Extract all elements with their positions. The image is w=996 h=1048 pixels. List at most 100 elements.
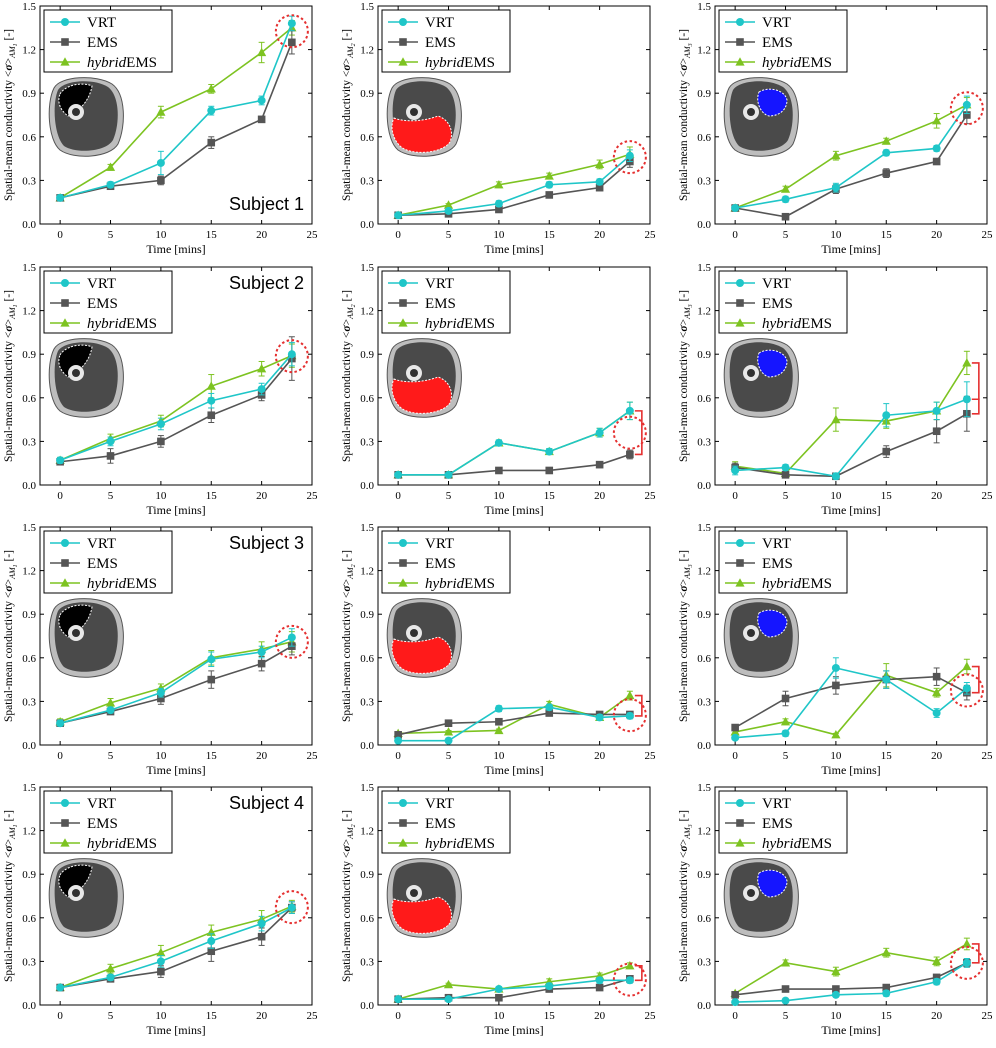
data-point-EMS — [932, 157, 941, 166]
data-point-hybridEMS — [105, 162, 116, 171]
muscle-region-highlight — [757, 349, 788, 378]
y-tick-label: 0.3 — [360, 436, 374, 448]
bone-marrow-icon — [747, 369, 755, 377]
data-point-VRT — [156, 158, 165, 167]
x-tick-label: 5 — [783, 490, 789, 502]
series-line-VRT — [735, 667, 968, 739]
y-axis-label: Spatial-mean conductivity <σ>AM3 [-] — [678, 550, 694, 722]
legend-marker-EMS — [736, 38, 744, 46]
y-tick-label: 0.0 — [22, 219, 36, 231]
data-point-EMS — [495, 466, 503, 475]
x-axis-label: Time [mins] — [821, 242, 880, 256]
x-tick-label: 5 — [446, 490, 452, 502]
plot-frame — [377, 786, 651, 1006]
data-point-VRT — [595, 713, 604, 722]
leg-cross-section-image — [723, 77, 799, 157]
highlight-circle — [612, 698, 647, 733]
y-axis-label-part: 2 — [351, 564, 357, 567]
y-tick-label: 0.3 — [360, 956, 374, 968]
y-axis-label-part: σ — [678, 585, 690, 592]
x-tick-label: 25 — [307, 750, 319, 762]
y-axis-label-part: AM — [346, 826, 355, 840]
leg-cross-section-image — [723, 858, 799, 938]
data-point-VRT — [595, 177, 604, 186]
bone-marrow-icon — [72, 889, 80, 897]
y-axis-label-part: [-] — [341, 290, 353, 304]
data-point-hybridEMS — [206, 84, 216, 93]
data-point-hybridEMS — [625, 960, 635, 970]
legend-marker-hybridEMS — [398, 57, 408, 66]
y-axis-label-part: > — [678, 579, 690, 586]
y-axis-label-part: AM — [8, 45, 17, 59]
series-line-hybridEMS — [734, 104, 968, 209]
data-point-VRT — [731, 466, 740, 475]
x-tick-label: 15 — [206, 1010, 218, 1022]
y-axis-label-part: σ — [678, 325, 690, 332]
y-tick-label: 0.9 — [697, 88, 711, 100]
x-axis-label: Time [mins] — [821, 503, 880, 517]
series-line-EMS — [735, 114, 968, 218]
difference-bracket — [634, 410, 643, 456]
legend-label-rest: EMS — [126, 576, 157, 592]
data-point-VRT — [545, 982, 554, 991]
y-tick-label: 0.9 — [22, 88, 36, 100]
y-axis-label-part: 3 — [688, 564, 694, 568]
difference-bracket — [634, 964, 643, 982]
y-axis-label-part: [-] — [341, 29, 353, 43]
legend-marker-VRT — [736, 799, 744, 807]
data-point-hybridEMS — [962, 661, 972, 671]
data-point-VRT — [106, 437, 115, 446]
highlight-circle — [949, 91, 984, 126]
y-tick-label: 0.6 — [22, 393, 36, 405]
data-point-VRT — [781, 729, 790, 738]
y-axis-label: Spatial-mean conductivity <σ>AM2 [-] — [341, 290, 357, 462]
legend-label-EMS: EMS — [87, 816, 118, 832]
y-tick-label: 0.0 — [360, 1000, 374, 1012]
y-tick-label: 0.9 — [697, 349, 711, 361]
leg-cross-section-image — [48, 598, 124, 678]
highlight-circle — [949, 945, 984, 980]
data-point-EMS — [495, 205, 503, 214]
data-point-VRT — [56, 719, 65, 728]
data-point-EMS — [157, 437, 165, 446]
y-axis-label-part: Spatial-mean conductivity < — [3, 852, 15, 982]
chart-panel-12: 0 5 10 15 20 25 0.0 0.3 0.6 0.9 1.2 1.5 Time [mins] S… — [678, 782, 993, 1037]
data-point-VRT — [831, 663, 840, 672]
plot-frame — [39, 5, 313, 225]
data-point-VRT — [156, 957, 165, 966]
y-axis-label-part: σ — [3, 325, 15, 332]
legend-label-italic: hybrid — [425, 316, 465, 332]
x-tick-label: 5 — [783, 229, 789, 241]
legend-label-rest: EMS — [801, 316, 832, 332]
x-tick-label: 20 — [256, 1010, 268, 1022]
legend-label-EMS: EMS — [425, 296, 456, 312]
x-axis-label: Time [mins] — [146, 1023, 205, 1037]
bone-marrow-icon — [410, 629, 418, 637]
bone-marrow-icon — [747, 629, 755, 637]
data-point-hybridEMS — [831, 414, 841, 424]
legend-marker-VRT — [736, 18, 744, 26]
x-tick-label: 10 — [155, 750, 167, 762]
data-point-hybridEMS — [780, 716, 791, 726]
y-axis-label-part: Spatial-mean conductivity < — [678, 592, 690, 722]
data-point-VRT — [106, 180, 115, 189]
difference-bracket — [971, 665, 980, 694]
data-point-VRT — [731, 733, 740, 742]
legend-marker-VRT — [399, 18, 407, 26]
muscle-region-highlight — [58, 604, 93, 638]
muscle-region-highlight — [391, 376, 452, 414]
data-point-EMS — [626, 450, 634, 459]
series-line-EMS — [59, 645, 293, 724]
x-tick-label: 5 — [108, 1010, 114, 1022]
series-line-VRT — [735, 962, 968, 1003]
x-axis-label: Time [mins] — [146, 503, 205, 517]
data-point-hybridEMS — [105, 698, 116, 707]
legend-label-italic: hybrid — [87, 576, 127, 592]
y-tick-label: 0.0 — [697, 480, 711, 492]
y-tick-label: 1.2 — [697, 45, 711, 57]
legend-marker-EMS — [61, 559, 69, 567]
x-tick-label: 25 — [307, 229, 319, 241]
